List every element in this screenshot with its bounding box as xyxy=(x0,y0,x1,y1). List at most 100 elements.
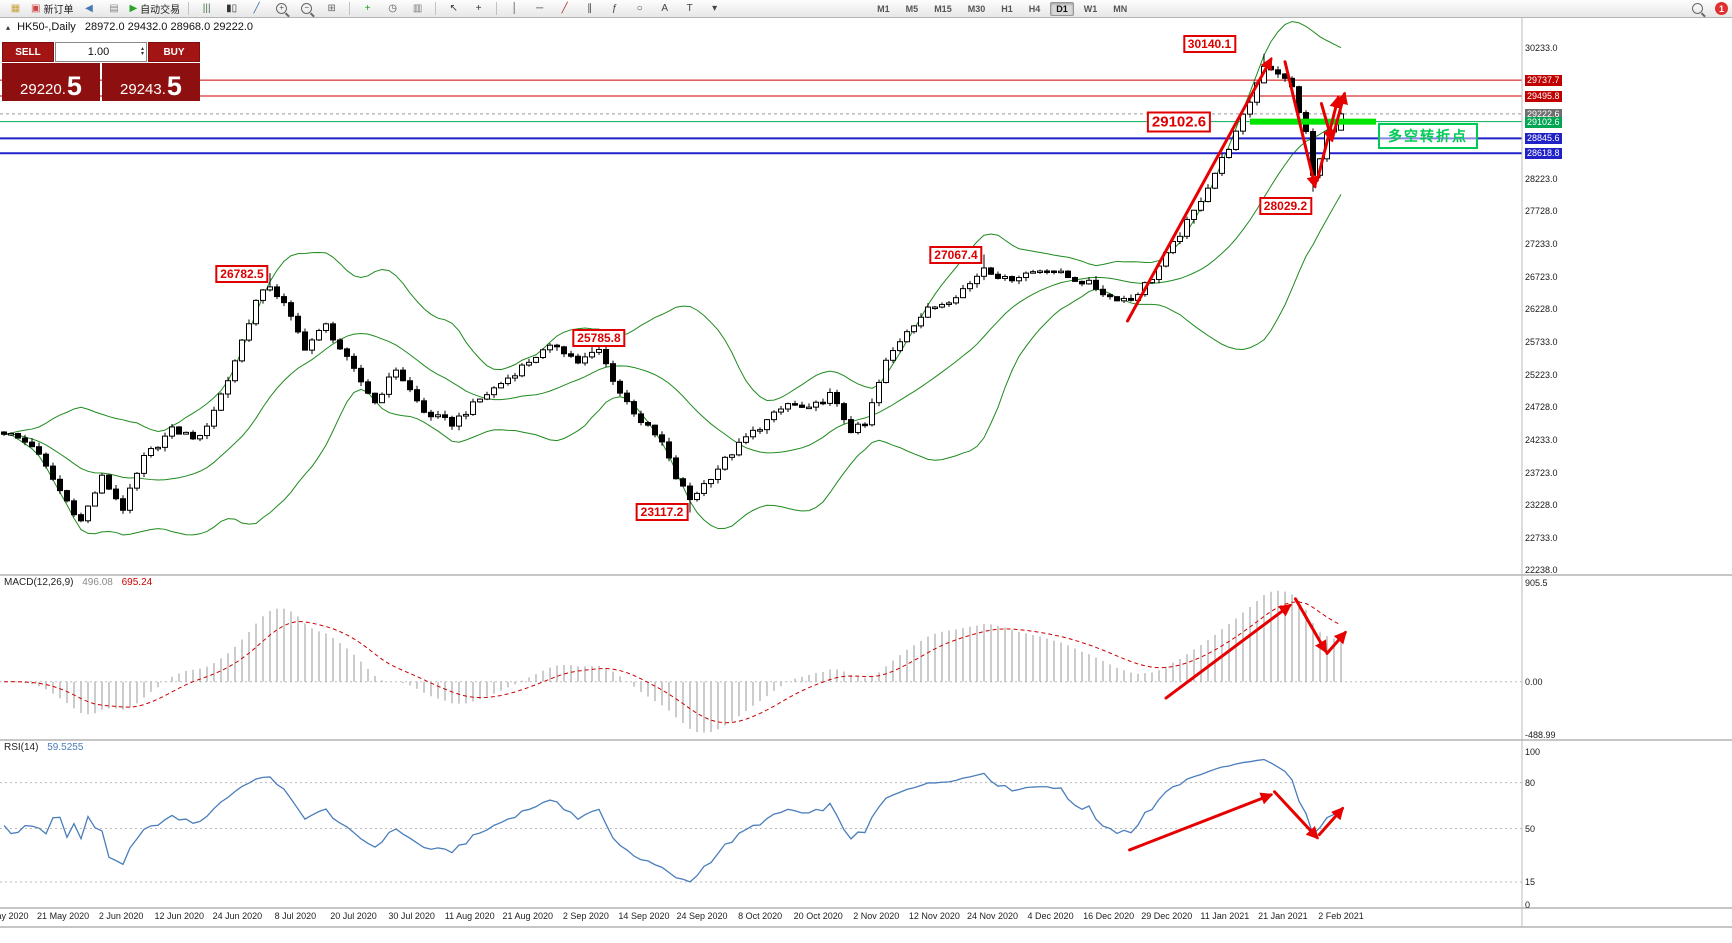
lens-glyph: + xyxy=(276,3,288,14)
trend-arrows-macd[interactable] xyxy=(1164,597,1347,700)
new-chart-icon-glyph: ▦ xyxy=(10,2,21,14)
new-chart-icon[interactable]: ▦ xyxy=(4,1,27,17)
zoom-out-icon[interactable]: − xyxy=(295,1,318,17)
rsi-line xyxy=(3,758,1342,883)
search-icon[interactable] xyxy=(1686,1,1709,17)
sell-price-display[interactable]: 29220. 5 xyxy=(2,63,100,101)
channel-icon-glyph: ∥ xyxy=(587,2,593,14)
price-annotation-label[interactable]: 29102.6 xyxy=(1146,111,1212,133)
text-icon[interactable]: A xyxy=(653,1,676,17)
trendline-icon-glyph: ╱ xyxy=(561,2,568,14)
timeframe-button-m30[interactable]: M30 xyxy=(967,3,986,14)
buy-price-big-digit: 5 xyxy=(166,71,182,101)
new-order-button-label: 新订单 xyxy=(43,5,74,16)
line-chart-type-icon[interactable]: ╱ xyxy=(245,1,268,17)
vertical-line-icon-glyph: │ xyxy=(511,2,518,14)
price-annotation-label[interactable]: 23117.2 xyxy=(635,503,689,522)
sound-icon-glyph: ◀ xyxy=(85,2,93,14)
new-order-button-glyph: ▣ xyxy=(31,2,41,14)
crosshair-icon-glyph: + xyxy=(475,2,482,14)
periods-icon[interactable]: ◷ xyxy=(381,1,404,17)
shapes-icon[interactable]: ○ xyxy=(628,1,651,17)
notification-badge[interactable]: 1 xyxy=(1715,2,1728,15)
new-order-button[interactable]: ▣ 新订单 xyxy=(29,1,75,17)
timeframe-button-mn[interactable]: MN xyxy=(1113,3,1128,14)
trend-arrows-main[interactable] xyxy=(1126,56,1348,323)
indicator-level-lines xyxy=(0,681,1522,883)
report-icon-glyph: ▤ xyxy=(109,2,119,14)
label-icon-glyph: T xyxy=(686,2,693,14)
lot-size-value[interactable]: 1.00 xyxy=(87,46,110,58)
templates-icon[interactable]: ▥ xyxy=(406,1,429,17)
templates-icon-glyph: ▥ xyxy=(412,2,423,14)
crosshair-icon[interactable]: + xyxy=(467,1,490,17)
timeframe-button-h1[interactable]: H1 xyxy=(1001,3,1013,14)
auto-trading-button[interactable]: ▶ 自动交易 xyxy=(127,1,182,17)
channel-icon[interactable]: ∥ xyxy=(578,1,601,17)
zoom-in-icon[interactable]: + xyxy=(270,1,293,17)
sell-button[interactable]: SELL xyxy=(2,42,54,62)
horizontal-line-icon[interactable]: ─ xyxy=(528,1,551,17)
shapes-icon-glyph: ○ xyxy=(636,2,643,14)
macd-title: MACD(12,26,9) xyxy=(4,577,74,588)
sound-icon[interactable]: ◀ xyxy=(77,1,100,17)
buy-price-display[interactable]: 29243. 5 xyxy=(102,63,200,101)
macd-histogram xyxy=(10,590,1342,733)
auto-trading-button-glyph: ▶ xyxy=(129,2,138,14)
lot-increase-button[interactable]: ▴ xyxy=(140,46,144,52)
buy-button[interactable]: BUY xyxy=(148,42,200,62)
horizontal-line-icon-glyph: ─ xyxy=(536,2,544,14)
label-icon[interactable]: T xyxy=(678,1,701,17)
chart-symbol-label: HK50-,Daily xyxy=(17,21,76,33)
timeframe-button-m5[interactable]: M5 xyxy=(905,3,919,14)
timeframe-button-m1[interactable]: M1 xyxy=(877,3,890,14)
candlestick-series xyxy=(1,53,1344,524)
timeframe-button-w1[interactable]: W1 xyxy=(1083,3,1098,14)
turning-point-note[interactable]: 多空转折点 xyxy=(1378,123,1478,149)
lot-decrease-button[interactable]: ▾ xyxy=(140,51,144,57)
trendline-icon[interactable]: ╱ xyxy=(553,1,576,17)
price-annotation-label[interactable]: 25785.8 xyxy=(572,329,626,348)
candlestick-type-icon[interactable]: ▮▯ xyxy=(220,1,243,17)
tile-windows-icon[interactable]: ⊞ xyxy=(320,1,343,17)
candlestick-type-icon-glyph: ▮▯ xyxy=(226,2,238,14)
rsi-value: 59.5255 xyxy=(47,742,84,753)
sell-price-big-digit: 5 xyxy=(66,71,82,101)
rsi-indicator-label: RSI(14) 59.5255 xyxy=(4,742,83,753)
arrow-objects-icon-glyph: ▾ xyxy=(712,2,718,14)
price-annotation-label[interactable]: 27067.4 xyxy=(929,245,983,264)
support-band-highlight[interactable] xyxy=(1250,118,1376,125)
timeframe-button-h4[interactable]: H4 xyxy=(1028,3,1041,14)
bar-chart-type-icon-glyph: ||| xyxy=(202,2,211,14)
price-annotation-label[interactable]: 28029.2 xyxy=(1258,196,1313,215)
one-click-trading-panel: SELL 1.00 ▴ ▾ BUY 29220. 5 29243. 5 xyxy=(2,42,200,101)
periods-icon-glyph: ◷ xyxy=(388,2,398,14)
rsi-title: RSI(14) xyxy=(4,742,39,753)
cursor-icon[interactable]: ↖ xyxy=(442,1,465,17)
toolbar: ▦ ▣ 新订单 ◀ ▤ ▶ 自动交易 ||| ▮▯ ╱ + − ⊞ + ◷ ▥ ↖ + │ ─ ╱ ∥ ƒ ○ A T ▾ M1 M5 M… xyxy=(0,0,1732,18)
line-chart-type-icon-glyph: ╱ xyxy=(253,2,260,14)
fibonacci-icon[interactable]: ƒ xyxy=(603,1,626,17)
lens-glyph: − xyxy=(301,3,313,14)
bar-chart-type-icon[interactable]: ||| xyxy=(195,1,218,17)
one-click-toggle-icon[interactable]: ▴ xyxy=(6,23,11,32)
sell-price-main: 29220. xyxy=(20,81,66,98)
lot-size-control[interactable]: 1.00 ▴ ▾ xyxy=(55,42,147,62)
timeframe-button-m15[interactable]: M15 xyxy=(934,3,952,14)
vertical-line-icon[interactable]: │ xyxy=(503,1,526,17)
indicators-icon[interactable]: + xyxy=(356,1,379,17)
tile-windows-icon-glyph: ⊞ xyxy=(327,2,336,14)
trend-arrows-rsi[interactable] xyxy=(1128,790,1345,852)
fibonacci-icon-glyph: ƒ xyxy=(611,2,618,14)
chart-ohlc-values: 28972.0 29432.0 28968.0 29222.0 xyxy=(84,21,254,33)
macd-main-value: 496.08 xyxy=(82,577,113,588)
price-annotation-label[interactable]: 30140.1 xyxy=(1182,34,1237,53)
text-icon-glyph: A xyxy=(661,2,668,14)
arrow-objects-icon[interactable]: ▾ xyxy=(703,1,726,17)
timeframe-button-d1[interactable]: D1 xyxy=(1050,1,1074,16)
report-icon[interactable]: ▤ xyxy=(102,1,125,17)
bollinger-upper-band xyxy=(3,20,1342,435)
price-annotation-label[interactable]: 26782.5 xyxy=(215,265,269,284)
auto-trading-button-label: 自动交易 xyxy=(140,5,181,16)
